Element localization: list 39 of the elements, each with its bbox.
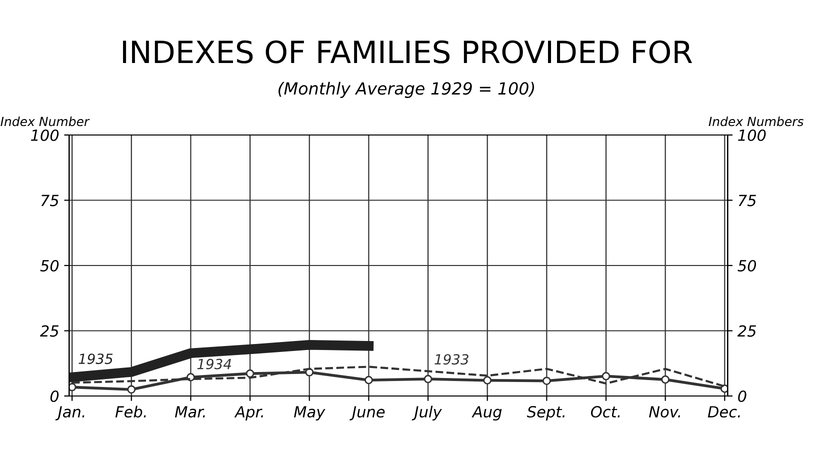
x-tick-label: Jan. (55, 406, 84, 420)
y2-axis-title: Index Numbers (708, 116, 804, 126)
y-tick-label: 50 (40, 260, 59, 272)
y2-tick-label: 100 (738, 129, 766, 142)
x-tick-label: Dec. (708, 406, 740, 418)
x-tick-label: Aug (472, 406, 502, 421)
chart-subtitle: (Monthly Average 1929 = 100) (278, 82, 534, 98)
y-tick-label: 75 (41, 194, 59, 206)
point (246, 369, 254, 378)
x-tick-label: Oct. (590, 406, 620, 418)
point (127, 385, 136, 394)
y2-tick-label: 50 (738, 260, 756, 272)
x-tick-label: Apr. (234, 406, 263, 421)
point (542, 376, 551, 386)
y2-tick-label: 75 (738, 194, 756, 206)
x-tick-label: May (294, 406, 326, 421)
y-axis-title: Index Number (0, 116, 90, 126)
x-tick-label: June (350, 406, 385, 420)
y2-tick-label: 25 (737, 325, 756, 337)
x-tick-label: Nov. (649, 406, 680, 418)
y-tick-label: 25 (40, 325, 59, 337)
point (720, 384, 728, 393)
point (69, 382, 76, 392)
x-tick-label: Feb. (115, 406, 146, 418)
y-tick-label: 0 (50, 390, 59, 402)
point (602, 372, 610, 380)
series-label: 1934 (197, 358, 232, 370)
y-tick-label: 100 (30, 129, 59, 142)
chart-title: INDEXES OF FAMILIES PROVIDED FOR (123, 40, 692, 64)
x-tick-label: Sept. (526, 406, 564, 421)
x-tick-label: Mar. (174, 406, 205, 418)
x-tick-label: July (412, 406, 442, 421)
point (364, 376, 373, 384)
series-label: 1935 (78, 354, 113, 364)
series-label: 1933 (434, 354, 468, 365)
point (483, 376, 492, 385)
point (424, 374, 432, 384)
y2-tick-label: 0 (738, 390, 746, 402)
point (661, 375, 670, 384)
